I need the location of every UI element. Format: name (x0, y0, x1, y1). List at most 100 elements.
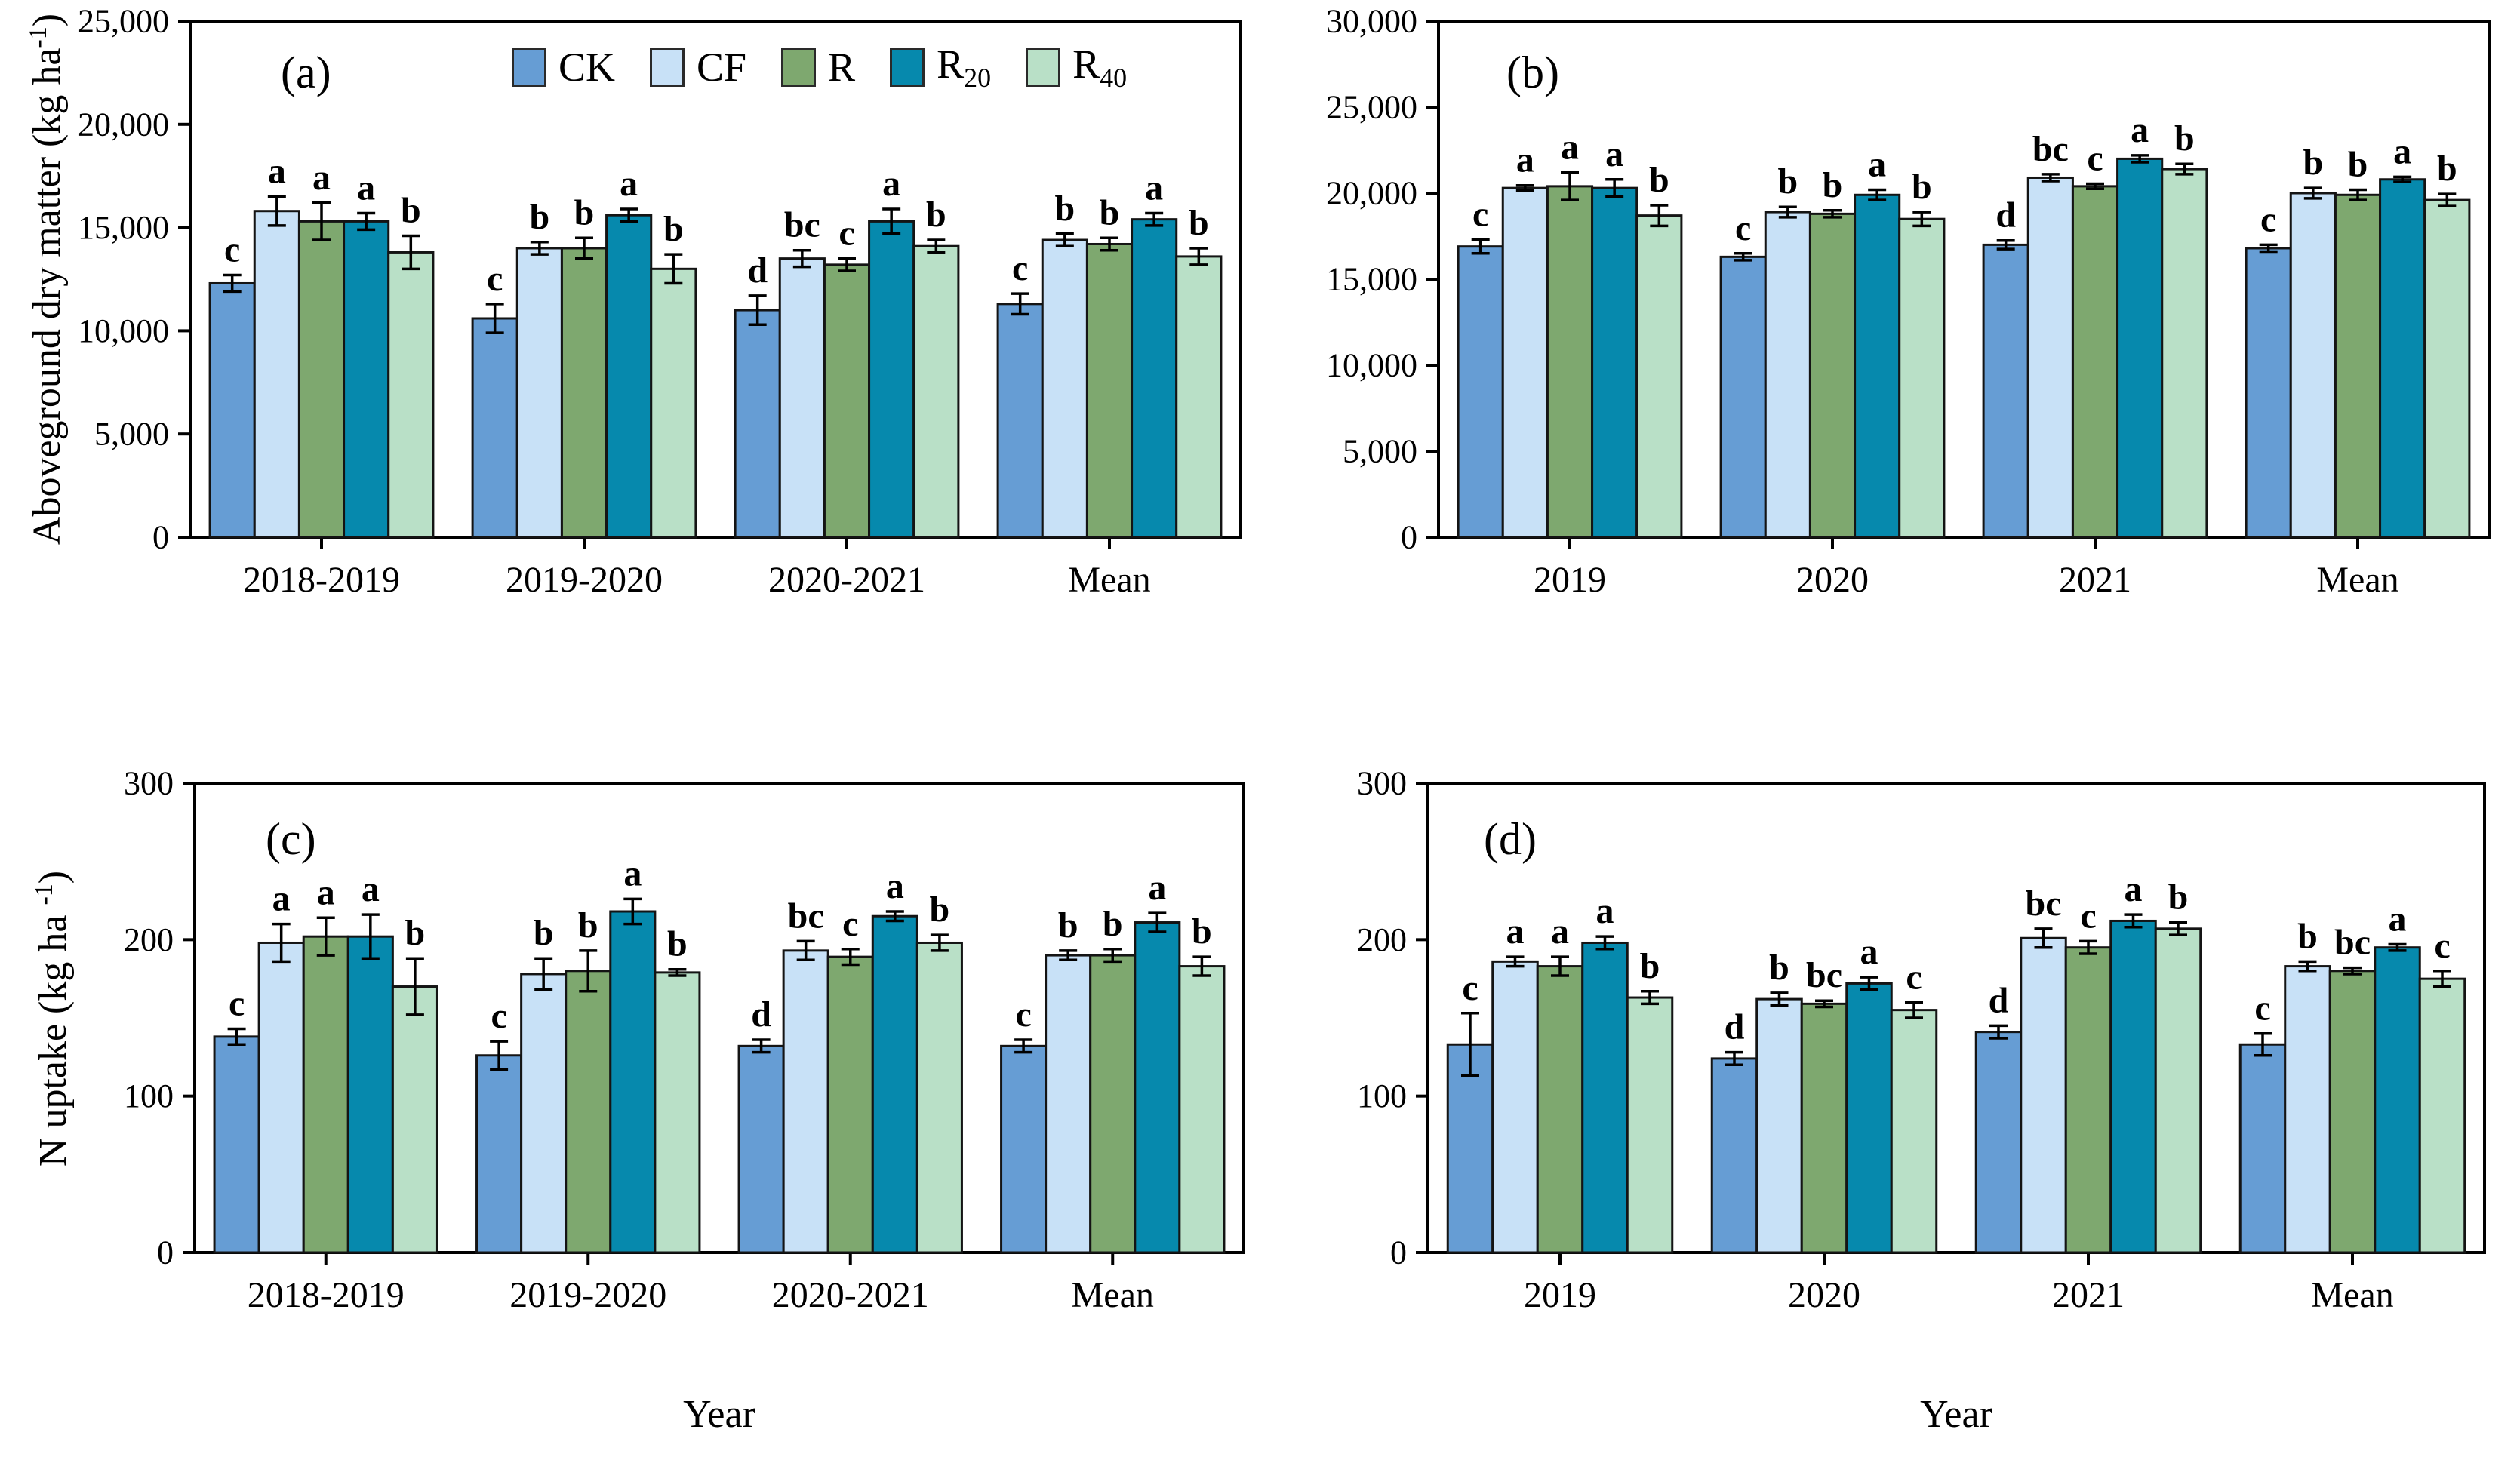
sig-letter-d-r40-2: b (2168, 878, 2189, 918)
bar-d-r20-2 (2109, 919, 2157, 1254)
sig-letter-d-r-2: c (2080, 896, 2096, 936)
legend-item-r20: R20 (890, 44, 991, 91)
sig-letter-b-r-0: a (1561, 128, 1579, 168)
bar-c-r40-2 (915, 941, 963, 1254)
sig-letter-a-r-3: b (1100, 192, 1120, 232)
y-tick-label-b: 20,000 (1326, 175, 1417, 212)
legend-item-r: R (781, 47, 855, 88)
sig-letter-b-ck-3: c (2260, 199, 2276, 239)
sig-letter-a-r-1: b (574, 192, 595, 232)
bar-b-r-1 (1808, 212, 1857, 539)
bar-a-r40-0 (387, 251, 435, 539)
bar-b-r-2 (2071, 185, 2119, 539)
sig-letter-d-r20-0: a (1596, 891, 1614, 931)
bar-b-r20-2 (2116, 157, 2164, 539)
legend-label-cf: CF (697, 45, 747, 91)
bar-a-cf-3 (1041, 238, 1088, 539)
sig-letter-c-ck-2: d (751, 994, 771, 1034)
sig-letter-b-r-2: c (2087, 138, 2103, 178)
x-tick-label-d: 2021 (2052, 1275, 2125, 1315)
sig-letter-c-r40-2: b (930, 890, 950, 930)
bar-a-r-3 (1085, 242, 1134, 539)
bar-b-ck-2 (1982, 243, 2029, 539)
bar-d-r40-0 (1626, 996, 1674, 1254)
legend-item-r40: R40 (1026, 44, 1127, 91)
sig-letter-a-cf-3: b (1054, 189, 1075, 229)
sig-letter-c-ck-1: c (491, 996, 506, 1036)
bar-a-cf-0 (253, 210, 300, 539)
legend-label-r20: R20 (937, 41, 992, 93)
bar-d-ck-2 (1974, 1031, 2023, 1254)
bar-d-ck-3 (2238, 1043, 2287, 1254)
y-tick-label-d: 100 (1357, 1077, 1407, 1114)
sig-letter-c-ck-3: c (1015, 994, 1031, 1034)
panel-frame-d (1426, 782, 2486, 1254)
bar-b-r-3 (2334, 193, 2382, 539)
sig-letter-b-r40-2: b (2174, 118, 2195, 158)
legend-label-r40: R40 (1072, 41, 1128, 93)
x-tick-label-b: 2019 (1534, 560, 1606, 600)
legend-label-ck: CK (558, 45, 616, 91)
y-tick-label-a: 10,000 (78, 312, 169, 349)
bar-d-r20-1 (1845, 982, 1893, 1254)
bar-b-r40-1 (1898, 217, 1946, 539)
legend-swatch-cf (650, 48, 685, 88)
bar-d-ck-0 (1446, 1043, 1494, 1254)
legend-item-cf: CF (650, 47, 746, 88)
sig-letter-c-r40-0: b (405, 913, 426, 953)
x-tick-label-b: Mean (2316, 560, 2398, 600)
legend-swatch-r (781, 48, 817, 88)
x-axis-label-c: Year (683, 1393, 755, 1436)
sig-letter-b-cf-2: bc (2032, 129, 2069, 169)
sig-letter-b-r40-1: b (1912, 167, 1932, 207)
bar-b-r40-0 (1635, 214, 1683, 539)
sig-letter-d-ck-1: d (1725, 1007, 1745, 1047)
bar-d-cf-1 (1755, 997, 1803, 1254)
bar-c-r-2 (826, 955, 874, 1254)
y-tick-label-d: 300 (1357, 765, 1407, 802)
sig-letter-c-r40-3: b (1192, 911, 1212, 951)
bar-c-ck-0 (213, 1035, 260, 1254)
x-axis-label-d: Year (1920, 1393, 1992, 1436)
bar-d-r20-0 (1581, 941, 1629, 1254)
sig-letter-b-r20-0: a (1605, 134, 1623, 174)
sig-letter-c-r-0: a (317, 872, 335, 912)
sig-letter-d-r-1: bc (1806, 955, 1842, 995)
x-tick-label-c: 2020-2021 (772, 1275, 929, 1315)
sig-letter-d-ck-3: c (2254, 988, 2270, 1028)
bar-c-r-1 (565, 970, 612, 1254)
y-tick-label-c: 0 (157, 1234, 174, 1271)
bar-a-ck-1 (471, 317, 518, 539)
bar-a-r40-1 (650, 267, 697, 539)
bar-b-r-0 (1546, 185, 1594, 539)
sig-letter-c-r20-3: a (1148, 868, 1166, 908)
y-axis-label-a: Aboveground dry matter (kg ha-1) (23, 13, 69, 546)
legend-label-r: R (828, 45, 856, 91)
sig-letter-c-r-1: b (578, 905, 598, 945)
x-tick-label-a: Mean (1068, 560, 1150, 600)
sig-letter-d-cf-0: a (1506, 911, 1525, 951)
panel-frame-c (193, 782, 1245, 1254)
bar-b-r40-2 (2161, 168, 2208, 539)
bar-c-ck-1 (475, 1054, 523, 1254)
sig-letter-d-r20-2: a (2125, 869, 2143, 909)
sig-letter-b-r20-1: a (1868, 144, 1886, 184)
panel-letter-d: (d) (1484, 814, 1537, 864)
sig-letter-d-r40-0: b (1640, 946, 1660, 986)
bar-c-ck-3 (1000, 1044, 1048, 1254)
bar-a-r40-3 (1175, 255, 1223, 539)
sig-letter-d-r-0: a (1551, 911, 1569, 951)
y-tick-label-c: 100 (124, 1077, 174, 1114)
sig-letter-c-cf-0: a (272, 879, 291, 919)
bar-c-r20-1 (609, 910, 657, 1254)
sig-letter-d-r40-3: c (2434, 926, 2450, 966)
sig-letter-d-cf-3: b (2297, 916, 2318, 956)
bar-d-r40-3 (2418, 977, 2466, 1254)
bar-d-r-2 (2064, 946, 2112, 1254)
y-axis-label-c: N uptake (kg ha -1) (29, 870, 75, 1167)
sig-letter-d-cf-2: bc (2026, 884, 2062, 924)
x-tick-label-c: 2019-2020 (509, 1275, 666, 1315)
sig-letter-d-ck-2: d (1989, 980, 2009, 1020)
panel-frame-a (189, 20, 1242, 539)
bar-d-r40-2 (2154, 927, 2202, 1254)
